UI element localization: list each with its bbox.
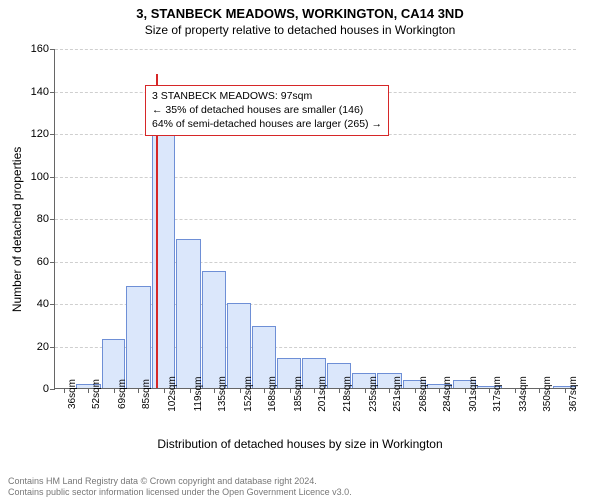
x-tick-mark: [264, 388, 265, 393]
footer-line-1: Contains HM Land Registry data © Crown c…: [8, 476, 352, 487]
x-tick-label: 168sqm: [267, 376, 278, 412]
y-tick-label: 100: [31, 171, 49, 183]
plot-area: 02040608010012014016036sqm52sqm69sqm85sq…: [54, 49, 576, 389]
y-tick-label: 160: [31, 43, 49, 55]
y-tick-label: 0: [43, 383, 49, 395]
x-tick-mark: [114, 388, 115, 393]
x-tick-mark: [515, 388, 516, 393]
x-tick-label: 102sqm: [167, 376, 178, 412]
chart-wrap: Number of detached properties 0204060801…: [0, 41, 600, 451]
annotation-line-2: ← 35% of detached houses are smaller (14…: [152, 103, 382, 117]
histogram-bar: [176, 239, 201, 388]
footer-line-2: Contains public sector information licen…: [8, 487, 352, 498]
x-tick-mark: [240, 388, 241, 393]
x-tick-mark: [389, 388, 390, 393]
annotation-line-3: 64% of semi-detached houses are larger (…: [152, 117, 382, 131]
x-tick-mark: [339, 388, 340, 393]
x-tick-mark: [439, 388, 440, 393]
x-tick-mark: [64, 388, 65, 393]
y-tick-label: 60: [37, 256, 49, 268]
y-tick-mark: [50, 389, 55, 390]
x-tick-label: 235sqm: [368, 376, 379, 412]
x-tick-label: 367sqm: [568, 376, 579, 412]
x-tick-label: 317sqm: [492, 376, 503, 412]
x-tick-mark: [190, 388, 191, 393]
x-tick-label: 85sqm: [141, 379, 152, 409]
x-tick-mark: [138, 388, 139, 393]
x-tick-label: 36sqm: [67, 379, 78, 409]
x-tick-mark: [565, 388, 566, 393]
x-tick-mark: [290, 388, 291, 393]
histogram-bar: [202, 271, 227, 388]
y-tick-label: 140: [31, 86, 49, 98]
x-tick-label: 52sqm: [91, 379, 102, 409]
y-tick-label: 80: [37, 213, 49, 225]
x-tick-label: 301sqm: [468, 376, 479, 412]
x-tick-mark: [365, 388, 366, 393]
x-tick-label: 119sqm: [193, 377, 204, 412]
footer-attribution: Contains HM Land Registry data © Crown c…: [8, 476, 352, 499]
x-tick-mark: [465, 388, 466, 393]
x-tick-mark: [539, 388, 540, 393]
x-tick-mark: [214, 388, 215, 393]
x-tick-mark: [164, 388, 165, 393]
histogram-bar: [152, 95, 175, 388]
y-tick-label: 20: [37, 341, 49, 353]
annotation-line-1: 3 STANBECK MEADOWS: 97sqm: [152, 89, 382, 103]
x-tick-label: 218sqm: [342, 376, 353, 412]
x-tick-label: 251sqm: [392, 376, 403, 412]
x-tick-mark: [314, 388, 315, 393]
x-tick-label: 350sqm: [542, 376, 553, 412]
x-tick-label: 135sqm: [217, 376, 228, 412]
x-tick-label: 185sqm: [293, 376, 304, 412]
x-tick-label: 69sqm: [117, 379, 128, 409]
chart-title-address: 3, STANBECK MEADOWS, WORKINGTON, CA14 3N…: [0, 0, 600, 21]
x-tick-label: 284sqm: [442, 376, 453, 412]
annotation-box: 3 STANBECK MEADOWS: 97sqm ← 35% of detac…: [145, 85, 389, 136]
chart-container: 3, STANBECK MEADOWS, WORKINGTON, CA14 3N…: [0, 0, 600, 500]
x-axis-label: Distribution of detached houses by size …: [0, 437, 600, 451]
y-tick-label: 40: [37, 298, 49, 310]
chart-subtitle: Size of property relative to detached ho…: [0, 21, 600, 41]
x-tick-mark: [415, 388, 416, 393]
histogram-bar: [126, 286, 151, 388]
x-tick-mark: [489, 388, 490, 393]
x-tick-label: 268sqm: [418, 376, 429, 412]
x-tick-label: 334sqm: [518, 376, 529, 412]
y-axis-label: Number of detached properties: [10, 147, 24, 312]
y-tick-label: 120: [31, 128, 49, 140]
x-tick-mark: [88, 388, 89, 393]
x-tick-label: 152sqm: [243, 376, 254, 412]
x-tick-label: 201sqm: [317, 376, 328, 412]
